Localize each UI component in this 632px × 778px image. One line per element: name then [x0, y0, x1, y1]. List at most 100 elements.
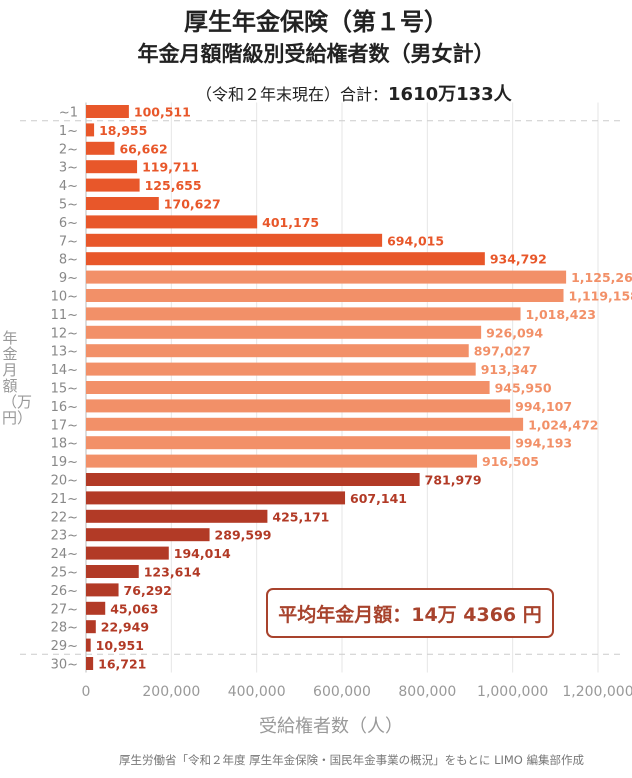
- bar: [86, 233, 383, 247]
- x-tick-label: 600,000: [313, 684, 371, 700]
- bar-value-label: 994,193: [515, 436, 572, 451]
- bar: [86, 473, 420, 486]
- bar-value-label: 194,014: [174, 546, 231, 561]
- bar: [86, 436, 511, 450]
- average-callout: 平均年金月額：14万 4366 円: [266, 588, 554, 638]
- y-tick-label: 28~: [51, 621, 78, 636]
- bar: [86, 454, 478, 468]
- x-tick-label: 200,000: [142, 684, 200, 700]
- bar-value-label: 1,125,260: [571, 270, 632, 285]
- bar: [86, 491, 346, 505]
- y-tick-label: 20~: [51, 474, 78, 489]
- y-tick-label: 6~: [59, 216, 78, 231]
- y-tick-label: 17~: [51, 418, 78, 433]
- total-note: （令和２年末現在）合計：1610万133人: [196, 80, 512, 106]
- y-tick-label: 25~: [51, 566, 78, 581]
- bar: [86, 362, 476, 376]
- bar-value-label: 125,655: [145, 178, 202, 193]
- bar-value-label: 994,107: [515, 399, 572, 414]
- y-tick-label: 26~: [51, 584, 78, 599]
- y-tick-label: 9~: [59, 271, 78, 286]
- y-tick-label: 23~: [51, 529, 78, 544]
- bar: [86, 509, 268, 523]
- bar-value-label: 289,599: [215, 528, 272, 543]
- bar-value-label: 897,027: [474, 344, 531, 359]
- y-tick-label: 29~: [51, 639, 78, 654]
- y-tick-label: 15~: [51, 382, 78, 397]
- y-tick-label: 24~: [51, 547, 78, 562]
- y-tick-label: 13~: [51, 345, 78, 360]
- bar-value-label: 1,024,472: [528, 417, 598, 432]
- bar-value-label: 913,347: [481, 362, 538, 377]
- bar-value-label: 119,711: [142, 160, 199, 175]
- y-tick-label: 1~: [59, 124, 78, 139]
- bar: [86, 123, 95, 137]
- bar-value-label: 10,951: [96, 638, 144, 653]
- y-tick-label: 14~: [51, 363, 78, 378]
- bar-value-label: 22,949: [101, 620, 149, 635]
- bar: [86, 565, 139, 578]
- bar-value-label: 934,792: [490, 252, 547, 267]
- bar: [86, 399, 511, 413]
- bar-value-label: 76,292: [124, 583, 172, 598]
- bar-value-label: 45,063: [110, 601, 158, 616]
- y-tick-label: 16~: [51, 400, 78, 415]
- y-tick-label: 12~: [51, 326, 78, 341]
- y-tick-label: 8~: [59, 253, 78, 268]
- chart-subtitle: 年金月額階級別受給権者数（男女計）: [137, 42, 495, 66]
- x-tick-label: 0: [82, 684, 91, 700]
- chart-title: 厚生年金保険（第１号）: [184, 8, 448, 36]
- bar-value-label: 18,955: [99, 123, 147, 138]
- bar: [86, 141, 115, 155]
- bar-value-label: 1,119,158: [569, 289, 632, 304]
- bar: [86, 620, 96, 634]
- bar-value-label: 916,505: [482, 454, 539, 469]
- y-tick-label: 22~: [51, 510, 78, 525]
- total-note-label: （令和２年末現在）合計：: [196, 85, 389, 104]
- y-tick-label: 2~: [59, 142, 78, 157]
- bar: [86, 307, 521, 321]
- bar: [86, 417, 524, 431]
- x-tick-label: 800,000: [398, 684, 456, 700]
- bar: [86, 546, 169, 560]
- bar-value-label: 100,511: [134, 105, 191, 120]
- bar-value-label: 425,171: [272, 509, 329, 524]
- y-tick-label: 3~: [59, 161, 78, 176]
- y-tick-label: 21~: [51, 492, 78, 507]
- bar: [86, 325, 482, 339]
- bar-value-label: 170,627: [164, 197, 221, 212]
- y-tick-label: 5~: [59, 198, 78, 213]
- bar: [86, 160, 138, 174]
- total-note-value: 1610万133人: [388, 84, 512, 105]
- bar: [86, 178, 140, 192]
- y-tick-label: 10~: [51, 290, 78, 305]
- y-tick-label: 19~: [51, 455, 78, 470]
- y-tick-label: ~1: [59, 106, 78, 121]
- bar: [86, 289, 564, 302]
- y-tick-label: 7~: [59, 234, 78, 249]
- x-axis-label: 受給権者数（人）: [259, 716, 403, 737]
- bar-chart: 0 200,000 400,000 600,000 800,000 1,000,000 1,…: [20, 102, 632, 700]
- bar-value-label: 607,141: [350, 491, 407, 506]
- bar-value-label: 781,979: [425, 473, 482, 488]
- bar: [86, 270, 567, 284]
- source-note: 厚生労働省「令和２年度 厚生年金保険・国民年金事業の概況」をもとに LIMO 編…: [119, 753, 585, 767]
- bar: [86, 638, 91, 652]
- y-tick-label: 27~: [51, 602, 78, 617]
- bar-value-label: 694,015: [387, 233, 444, 248]
- bar: [86, 657, 94, 670]
- bar-value-label: 66,662: [119, 141, 167, 156]
- bar: [86, 528, 210, 542]
- x-tick-label: 1,000,000: [477, 684, 548, 700]
- y-tick-label: 18~: [51, 437, 78, 452]
- x-tick-label: 400,000: [228, 684, 286, 700]
- bar: [86, 215, 258, 229]
- bar: [86, 381, 490, 394]
- y-tick-label: 11~: [51, 308, 78, 323]
- y-tick-label: 30~: [51, 658, 78, 673]
- bar: [86, 252, 485, 266]
- bar-value-label: 123,614: [144, 565, 201, 580]
- bar: [86, 344, 469, 358]
- x-tick-label: 1,200,000: [562, 684, 632, 700]
- y-tick-label: 4~: [59, 179, 78, 194]
